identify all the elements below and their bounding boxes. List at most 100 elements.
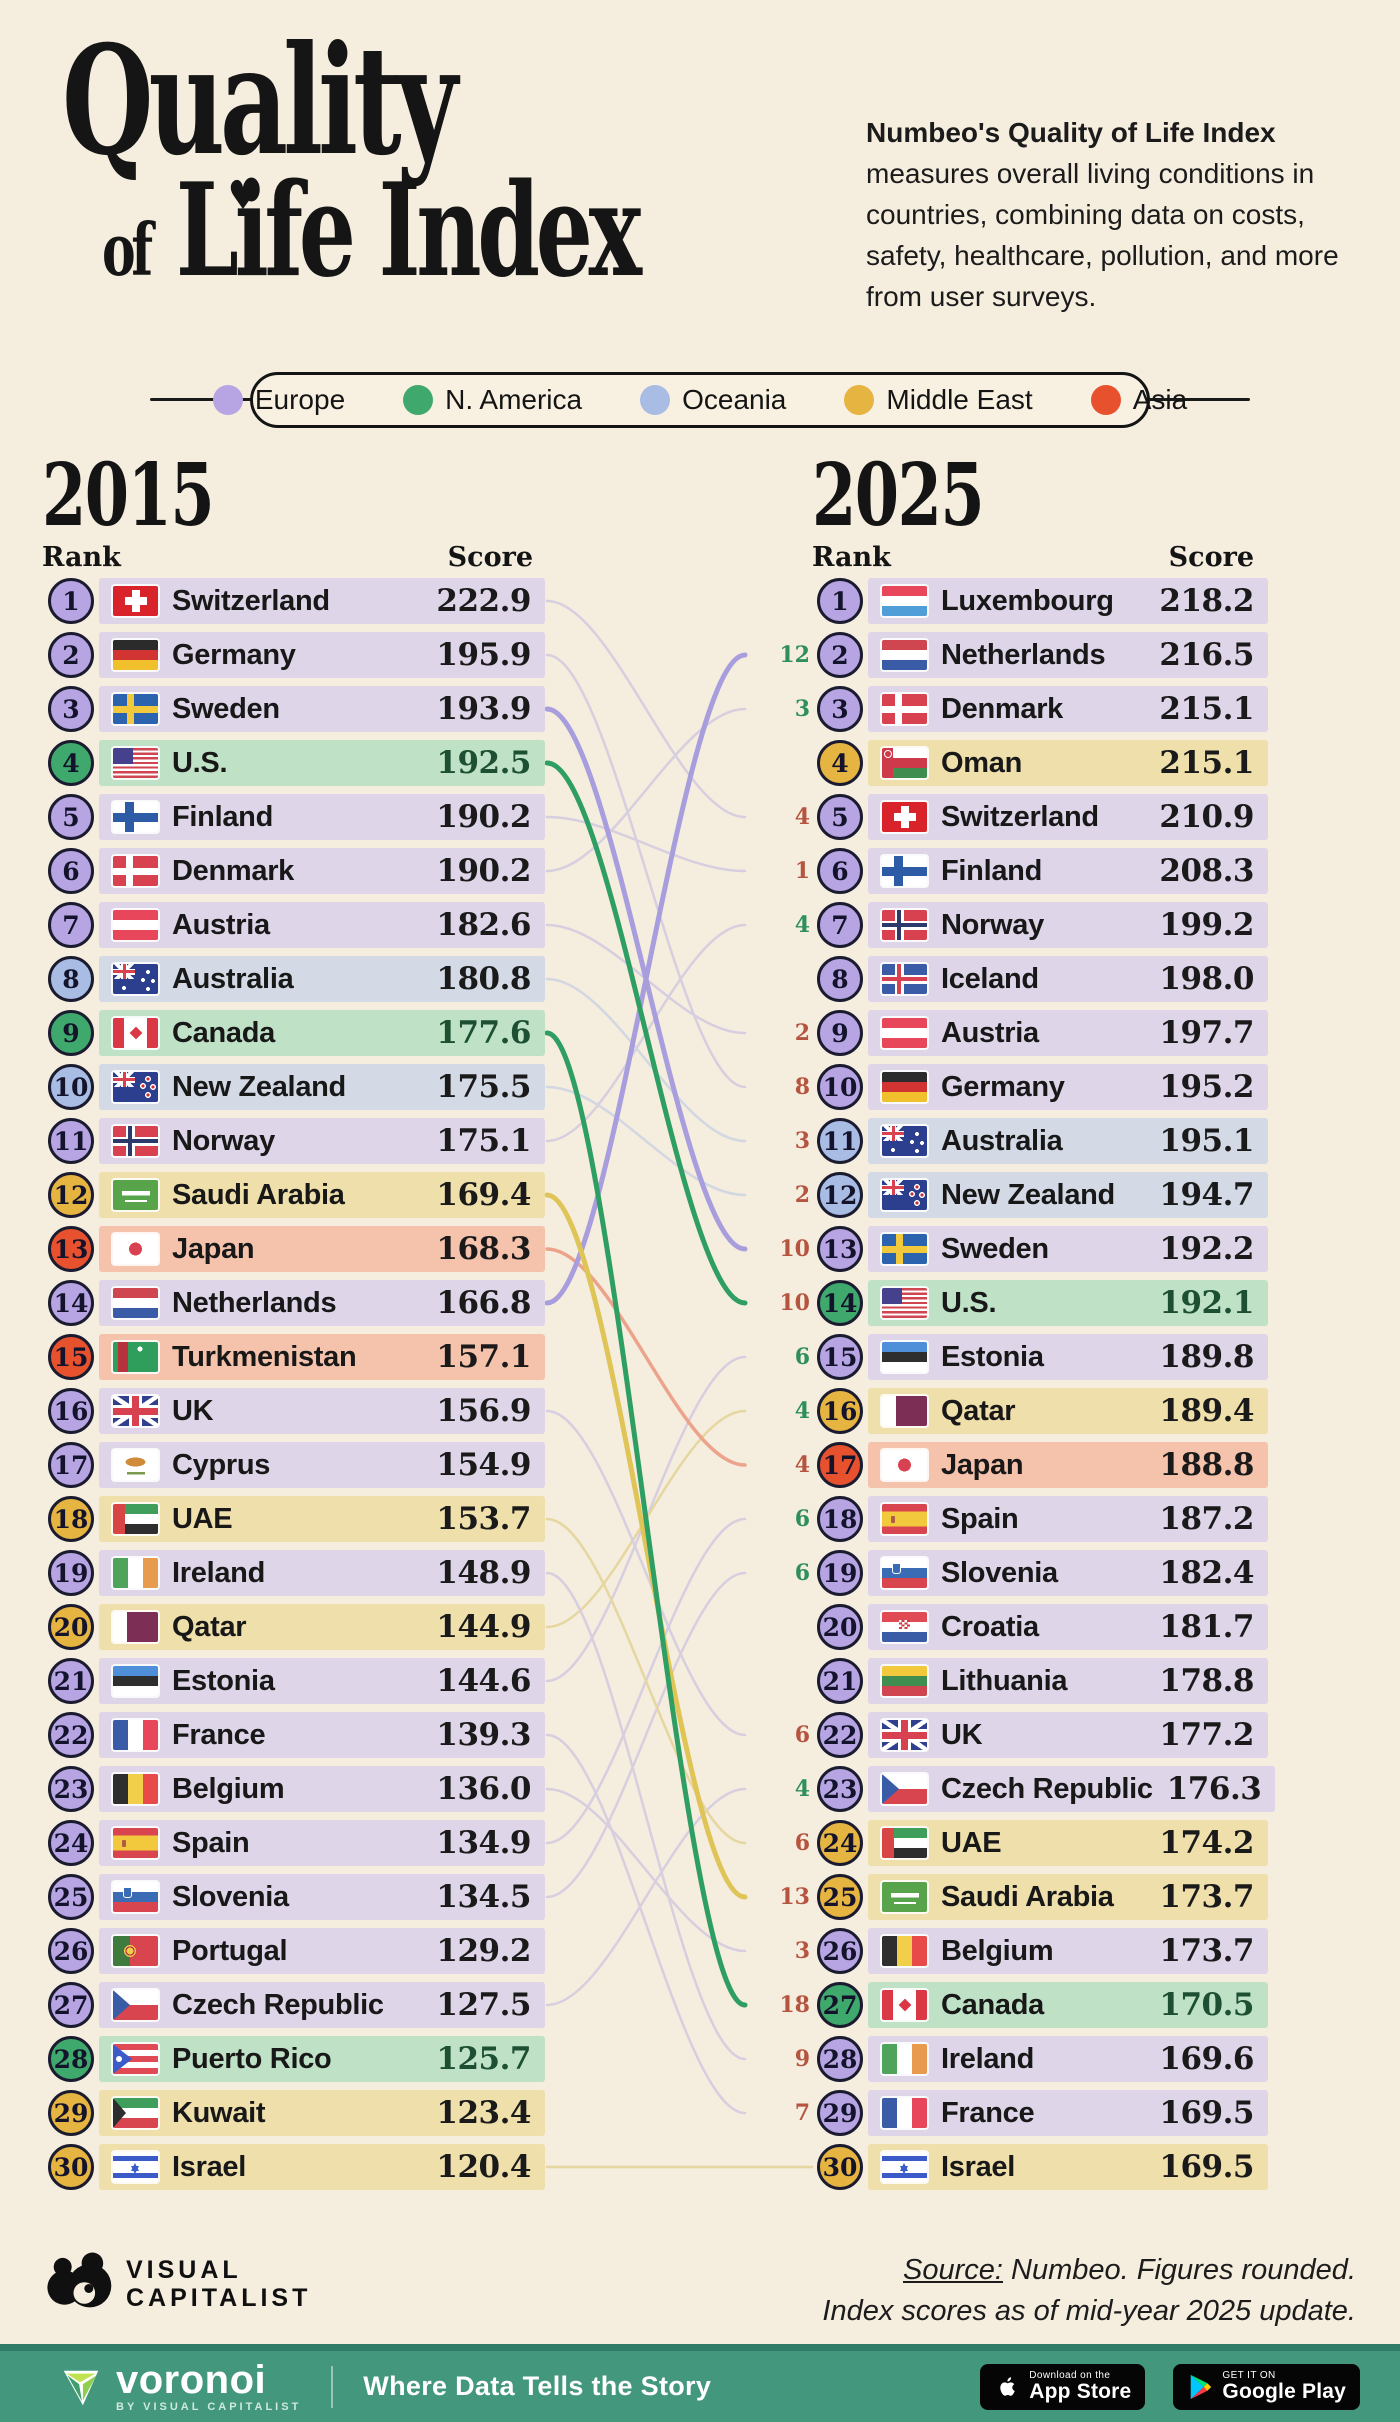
ranking-row-austria: 7 Austria 182.6 — [48, 902, 545, 948]
column-header-2015: 2015 Rank Score — [42, 452, 533, 574]
score-value: 178.8 — [1159, 1663, 1254, 1699]
column-header-2025: 2025 Rank Score — [812, 452, 1254, 574]
connector-line — [544, 706, 748, 1252]
connector-line — [545, 1247, 747, 1467]
country-bar: UAE 153.7 — [99, 1496, 545, 1542]
app-store-badge[interactable]: Download on the App Store — [980, 2363, 1146, 2410]
ranking-row-uae: 6 24 UAE 174.2 — [795, 1820, 1268, 1866]
ranking-row-luxembourg: 1 Luxembourg 218.2 — [817, 578, 1268, 624]
country-name: Sweden — [172, 692, 280, 725]
country-bar: Japan 168.3 — [99, 1226, 545, 1272]
rank-circle: 19 — [48, 1550, 94, 1596]
score-value: 139.3 — [436, 1717, 531, 1753]
rank-down-indicator: 2 — [780, 1182, 810, 1208]
flag-norway-icon — [113, 1126, 158, 1156]
score-value: 192.1 — [1159, 1285, 1254, 1321]
connector-line — [545, 653, 747, 1089]
app-store-line1: Download on the — [1029, 2370, 1111, 2381]
rank-down-indicator: 2 — [780, 1020, 810, 1046]
score-value: 144.6 — [436, 1663, 531, 1699]
flag-croatia-icon — [882, 1612, 927, 1642]
flag-netherlands-icon — [113, 1288, 158, 1318]
rank-change-value: 13 — [779, 1884, 810, 1910]
country-bar: Ireland 148.9 — [99, 1550, 545, 1596]
ranking-row-japan: 13 Japan 168.3 — [48, 1226, 545, 1272]
rank-change-value: 4 — [794, 804, 810, 830]
flag-detail — [882, 1180, 904, 1195]
ranking-row-kuwait: 29 Kuwait 123.4 — [48, 2090, 545, 2136]
rank-circle: 21 — [817, 1658, 863, 1704]
country-bar: Japan 188.8 — [868, 1442, 1268, 1488]
ranking-row-slovenia: 6 19 Slovenia 182.4 — [795, 1550, 1268, 1596]
flag-canada-icon — [882, 1990, 927, 2020]
flag-germany-icon — [882, 1072, 927, 1102]
google-play-badge[interactable]: GET IT ON Google Play — [1173, 2363, 1360, 2410]
rank-circle: 20 — [817, 1604, 863, 1650]
connector-line — [545, 1571, 747, 1899]
country-name: Iceland — [941, 962, 1039, 995]
country-bar: Netherlands 166.8 — [99, 1280, 545, 1326]
country-bar: Oman 215.1 — [868, 740, 1268, 786]
flag-detail — [113, 2044, 132, 2074]
connector-line — [545, 977, 747, 1143]
ranking-row-netherlands: 14 Netherlands 166.8 — [48, 1280, 545, 1326]
flag-uae-icon — [882, 1828, 927, 1858]
country-name: UAE — [941, 1826, 1002, 1859]
ranking-row-denmark: 3 3 Denmark 215.1 — [795, 686, 1268, 732]
flag-detail — [131, 2166, 139, 2174]
connector-line — [545, 923, 747, 1035]
connector-line — [545, 923, 747, 1143]
country-bar: Spain 134.9 — [99, 1820, 545, 1866]
country-name: Japan — [941, 1448, 1024, 1481]
flag-detail — [129, 1026, 142, 1040]
flag-slovenia-icon — [113, 1882, 158, 1912]
rank-circle: 23 — [817, 1766, 863, 1812]
ranking-row-canada: 9 Canada 177.6 — [48, 1010, 545, 1056]
score-label-2025: Score — [1168, 542, 1254, 573]
source-line2: Index scores as of mid-year 2025 update. — [822, 2295, 1356, 2327]
rank-up-indicator: 4 — [780, 912, 810, 938]
flag-australia-icon — [882, 1126, 927, 1156]
rank-circle: 12 — [817, 1172, 863, 1218]
bottom-bar-divider — [331, 2365, 334, 2408]
country-bar: Luxembourg 218.2 — [868, 578, 1268, 624]
rank-change-value: 3 — [794, 1938, 810, 1964]
country-name: Germany — [941, 1070, 1065, 1103]
source-note: Source: Numbeo. Figures rounded. Index s… — [822, 2250, 1356, 2332]
score-value: 182.4 — [1159, 1555, 1254, 1591]
source-rest: Numbeo. Figures rounded. — [1002, 2254, 1356, 2286]
voronoi-logo[interactable]: voronoi BY VISUAL CAPITALIST — [58, 2360, 301, 2413]
score-value: 182.6 — [436, 907, 531, 943]
ranking-row-belgium: 3 26 Belgium 173.7 — [795, 1928, 1268, 1974]
country-bar: Austria 197.7 — [868, 1010, 1268, 1056]
ranking-row-canada: 18 27 Canada 170.5 — [779, 1982, 1268, 2028]
country-name: Slovenia — [172, 1880, 289, 1913]
score-value: 210.9 — [1159, 799, 1254, 835]
ranking-row-czech-republic: 27 Czech Republic 127.5 — [48, 1982, 545, 2028]
rank-circle: 14 — [817, 1280, 863, 1326]
rank-circle: 26 — [817, 1928, 863, 1974]
flag-detail — [116, 2056, 122, 2062]
region-legend: Europe N. America Oceania Middle East Asia — [212, 372, 1187, 428]
ranking-row-saudi-arabia: 12 Saudi Arabia 169.4 — [48, 1172, 545, 1218]
score-value: 169.6 — [1159, 2041, 1254, 2077]
flag-czech-republic-icon — [882, 1774, 927, 1804]
ranking-row-oman: 4 Oman 215.1 — [817, 740, 1268, 786]
country-name: Czech Republic — [941, 1772, 1153, 1805]
score-value: 169.5 — [1159, 2095, 1254, 2131]
rank-up-indicator: 4 — [780, 1398, 810, 1424]
flag-denmark-icon — [882, 694, 927, 724]
ranking-row-germany: 2 Germany 195.9 — [48, 632, 545, 678]
rank-down-indicator: 3 — [780, 1128, 810, 1154]
score-value: 129.2 — [436, 1933, 531, 1969]
rank-circle: 11 — [817, 1118, 863, 1164]
country-name: Croatia — [941, 1610, 1039, 1643]
rank-circle: 27 — [48, 1982, 94, 2028]
ranking-row-norway: 11 Norway 175.1 — [48, 1118, 545, 1164]
ranking-row-czech-republic: 4 23 Czech Republic 176.3 — [795, 1766, 1276, 1812]
country-name: Japan — [172, 1232, 255, 1265]
country-name: Netherlands — [172, 1286, 337, 1319]
country-bar: Estonia 189.8 — [868, 1334, 1268, 1380]
legend-dot-icon — [1090, 385, 1121, 415]
country-bar: Finland 208.3 — [868, 848, 1268, 894]
